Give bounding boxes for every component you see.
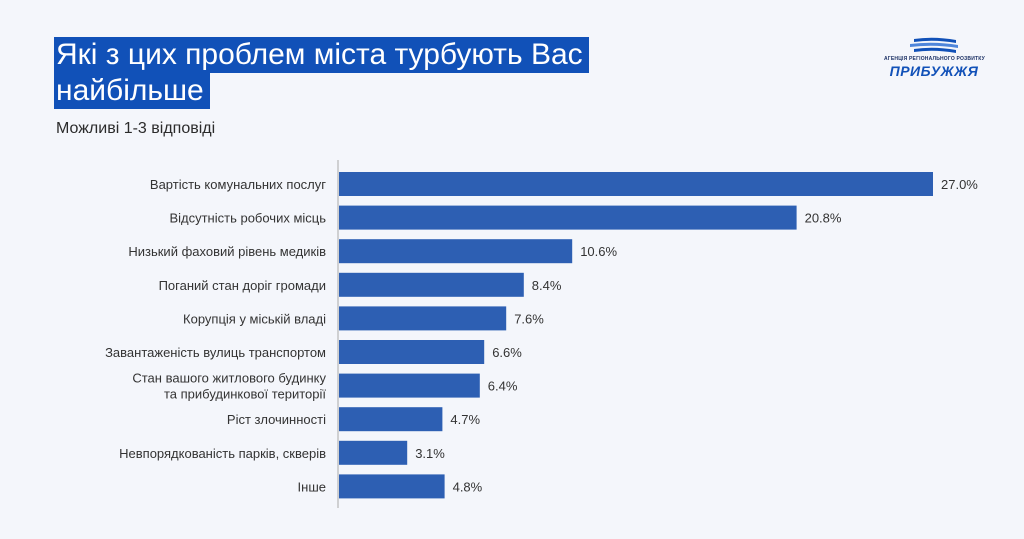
data-label: 8.4% xyxy=(532,278,562,293)
category-label: Поганий стан доріг громади xyxy=(159,278,326,293)
bar xyxy=(339,272,524,297)
category-label: Вартість комунальних послуг xyxy=(150,177,326,192)
category-label: Відсутність робочих місць xyxy=(169,211,326,226)
bar xyxy=(339,205,797,230)
data-label: 6.4% xyxy=(488,379,518,394)
category-label: та прибудинкової території xyxy=(164,387,326,402)
data-label: 7.6% xyxy=(514,311,544,326)
bar xyxy=(339,239,573,264)
logo: АГЕНЦІЯ РЕГІОНАЛЬНОГО РОЗВИТКУ ПРИБУЖЖЯ xyxy=(884,36,985,86)
data-label: 20.8% xyxy=(805,211,842,226)
bar xyxy=(339,306,507,331)
data-label: 4.7% xyxy=(450,412,480,427)
category-label: Низький фаховий рівень медиків xyxy=(128,244,326,259)
bar xyxy=(339,172,933,196)
category-label: Стан вашого житлового будинку xyxy=(132,371,326,386)
chart-subtitle: Можливі 1-3 відповіді xyxy=(56,120,216,137)
bar xyxy=(339,407,443,432)
title-line-2: найбільше xyxy=(54,73,210,109)
data-label: 4.8% xyxy=(453,479,483,494)
data-label: 3.1% xyxy=(415,446,445,461)
logo-waves-icon xyxy=(910,37,958,53)
bar xyxy=(339,474,445,499)
data-label: 10.6% xyxy=(580,244,617,259)
category-label: Корупція у міській владі xyxy=(183,311,326,326)
category-label: Ріст злочинності xyxy=(227,412,326,427)
data-label: 6.6% xyxy=(492,345,522,360)
bar xyxy=(339,440,408,465)
bar xyxy=(339,373,480,398)
category-label: Завантаженість вулиць транспортом xyxy=(105,345,326,360)
chart-title: Які з цих проблем міста турбують Вас най… xyxy=(54,37,589,109)
title-line-1: Які з цих проблем міста турбують Вас xyxy=(54,37,589,73)
category-label: Невпорядкованість парків, скверів xyxy=(119,446,326,461)
data-label: 27.0% xyxy=(941,177,978,192)
logo-small-text: АГЕНЦІЯ РЕГІОНАЛЬНОГО РОЗВИТКУ xyxy=(884,56,985,62)
bar xyxy=(339,340,485,364)
logo-big-text: ПРИБУЖЖЯ xyxy=(889,63,979,79)
category-label: Інше xyxy=(298,479,326,494)
